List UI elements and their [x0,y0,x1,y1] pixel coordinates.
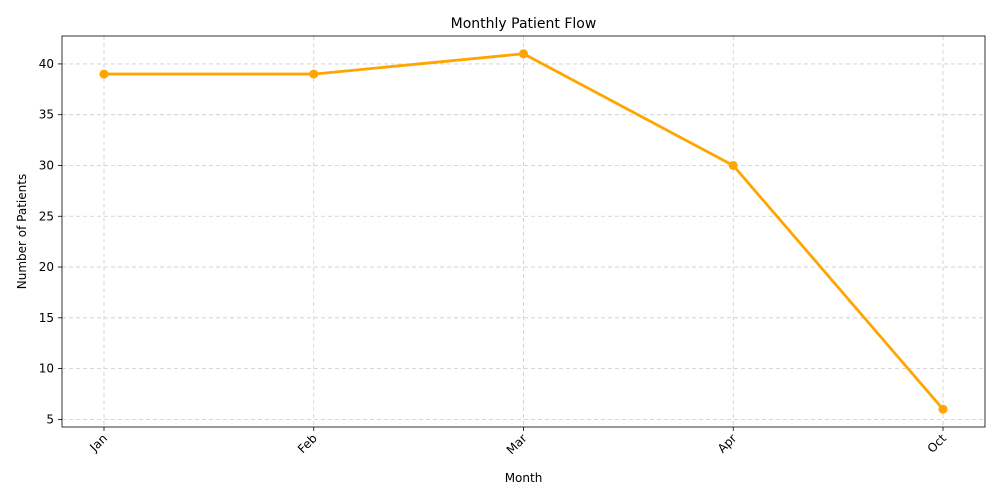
data-point [519,49,528,59]
y-axis-label: Number of Patients [15,174,29,289]
x-tick-label: Feb [295,431,320,456]
data-point [99,69,109,79]
y-tick-label: 30 [39,158,54,172]
y-tick-label: 40 [39,57,54,71]
data-point [728,160,738,170]
y-tick-label: 35 [39,108,54,122]
grid [62,36,985,427]
x-tick-label: Jan [86,431,110,455]
y-tick-label: 5 [46,412,54,426]
y-tick-label: 15 [39,311,54,325]
data-point [309,69,319,79]
y-axis-ticks: 5 10 15 20 25 30 35 40 [39,57,62,426]
x-tick-label: Mar [504,431,530,457]
x-tick-label: Oct [925,431,950,456]
x-axis-ticks: Jan Feb Mar Apr Oct [86,427,949,457]
y-tick-label: 25 [39,209,54,223]
y-tick-label: 10 [39,362,54,376]
x-tick-label: Apr [715,431,740,456]
data-point [938,404,948,414]
series-layer [99,49,948,414]
x-axis-label: Month [505,471,543,485]
chart-title: Monthly Patient Flow [451,16,597,32]
y-tick-label: 20 [39,260,54,274]
